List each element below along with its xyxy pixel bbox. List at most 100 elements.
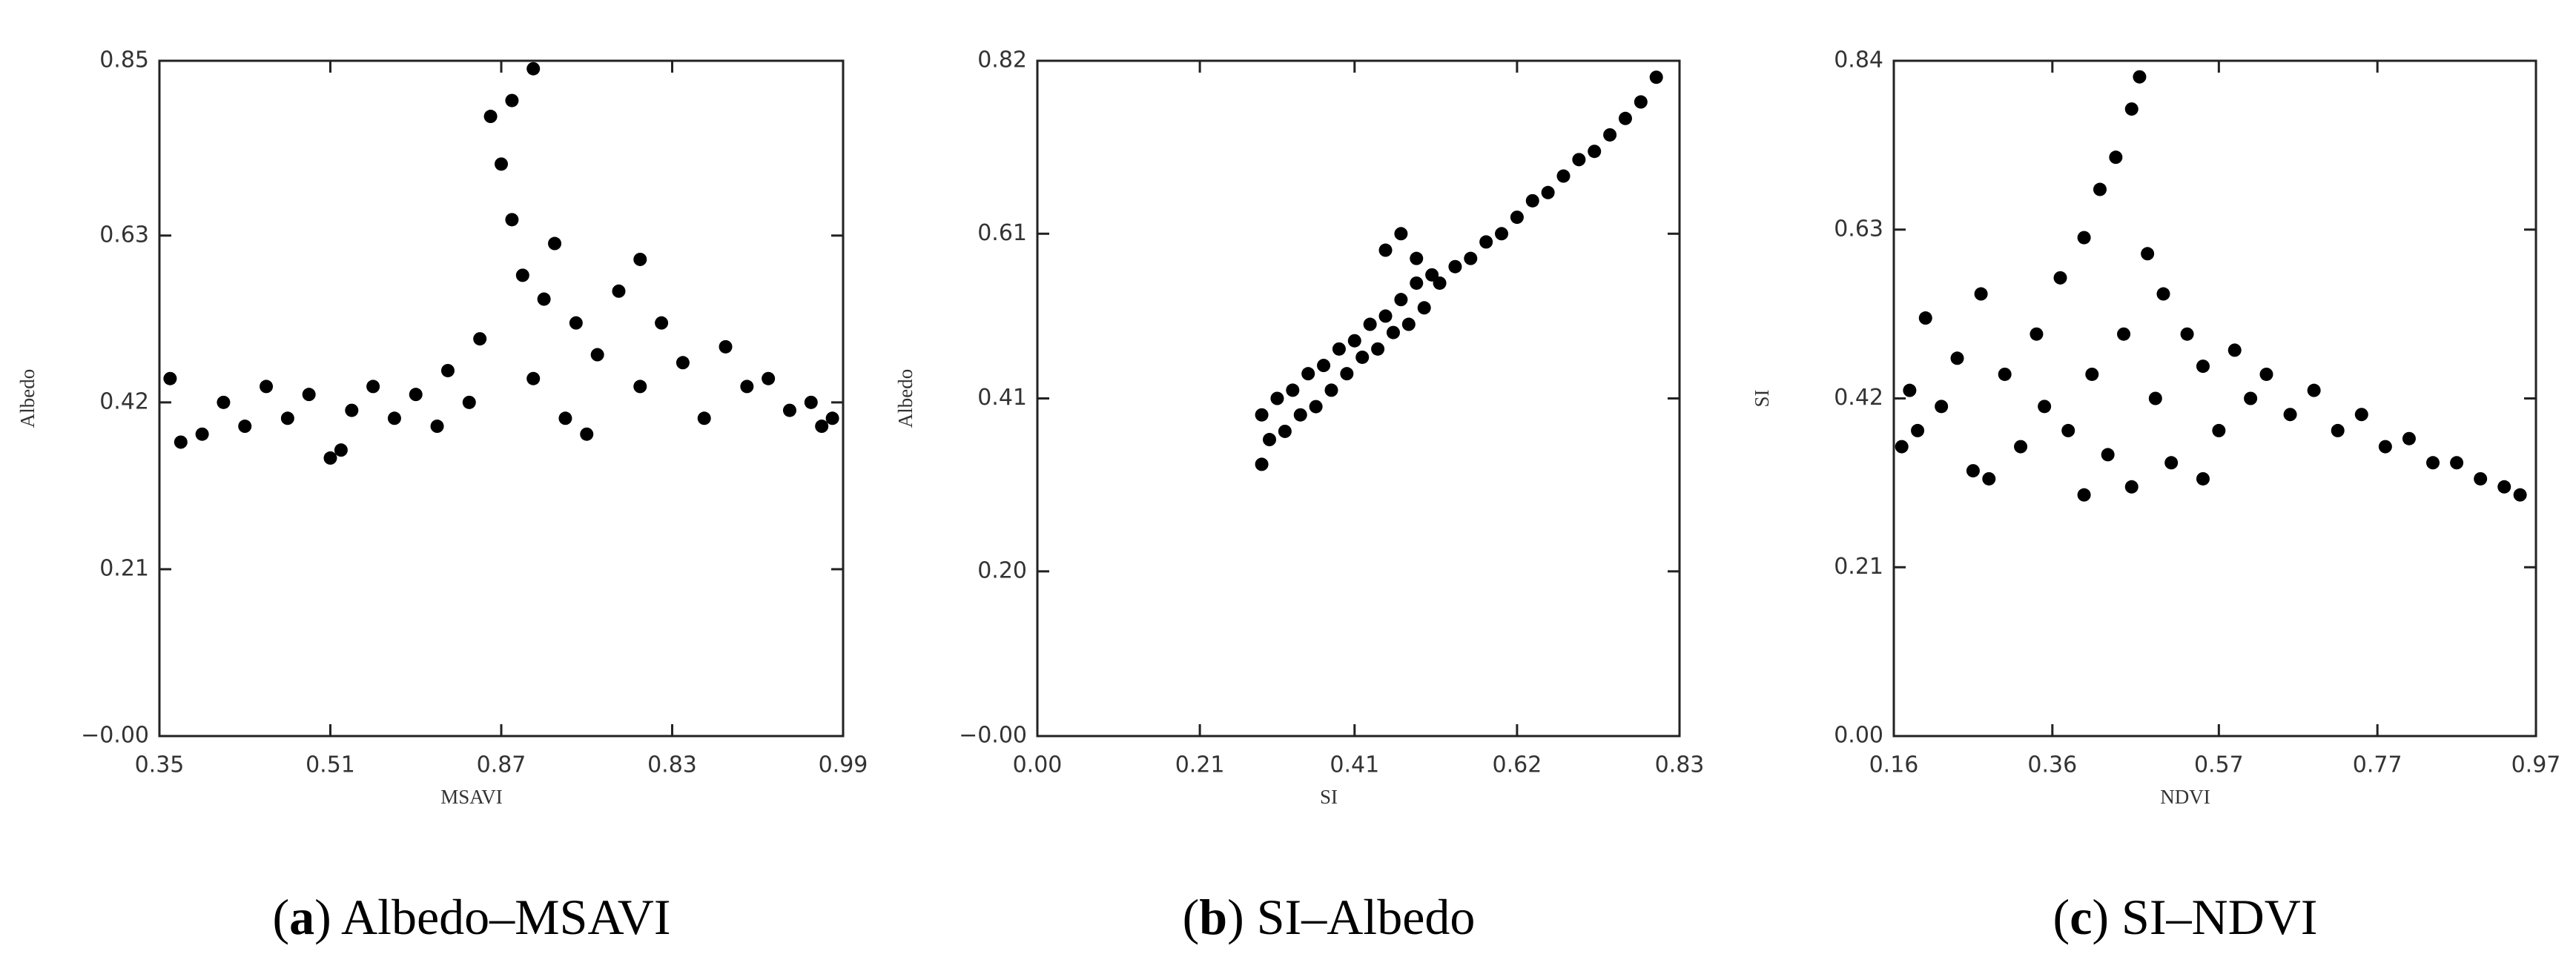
y-tick-label: 0.20 — [977, 557, 1027, 583]
point — [1324, 383, 1338, 397]
point — [1394, 293, 1408, 307]
point — [825, 411, 839, 425]
point — [2180, 327, 2194, 341]
point — [1301, 367, 1315, 381]
x-tick-label: 0.62 — [1492, 752, 1542, 778]
y-tick-label: 0.42 — [99, 388, 149, 414]
point — [762, 371, 776, 385]
point — [2093, 182, 2107, 196]
point — [387, 411, 401, 425]
y-tick-label: 0.82 — [977, 47, 1027, 73]
point — [2450, 456, 2464, 470]
point — [1935, 400, 1949, 414]
point — [655, 316, 669, 330]
point — [1355, 350, 1370, 364]
point — [505, 213, 519, 227]
point — [1495, 227, 1509, 241]
point — [238, 420, 252, 434]
point — [2014, 440, 2028, 454]
point — [1950, 351, 1964, 365]
point — [2077, 231, 2091, 245]
point — [2156, 287, 2170, 301]
point — [2109, 150, 2123, 165]
caption-open: ( — [2053, 889, 2070, 945]
point — [2133, 70, 2147, 84]
point — [2124, 480, 2139, 494]
caption-letter: b — [1199, 889, 1227, 945]
x-tick-label: 0.00 — [1013, 752, 1063, 778]
x-tick-label: 0.41 — [1330, 752, 1379, 778]
point — [569, 316, 583, 330]
caption: (c) SI–NDVI — [2053, 889, 2318, 945]
point — [1410, 251, 1424, 265]
x-axis-label: NDVI — [2160, 786, 2210, 808]
point — [2101, 448, 2115, 462]
point — [1649, 70, 1663, 85]
point — [2061, 423, 2075, 437]
point — [612, 284, 626, 298]
point — [483, 110, 498, 124]
point — [1556, 169, 1571, 183]
plot-frame — [1892, 59, 2537, 738]
y-tick-label: −0.00 — [959, 723, 1027, 749]
point — [2117, 327, 2131, 341]
point — [1903, 383, 1917, 397]
point — [260, 380, 274, 394]
caption-open: ( — [1183, 889, 1200, 945]
point — [1332, 342, 1346, 356]
y-tick-label: 0.61 — [977, 220, 1027, 246]
point — [1417, 301, 1431, 315]
y-tick-label: −0.00 — [81, 723, 149, 749]
point — [1255, 408, 1269, 422]
caption-open: ( — [272, 889, 289, 945]
x-tick-label: 0.51 — [306, 752, 355, 778]
point — [495, 157, 508, 171]
y-tick-label: 0.63 — [99, 222, 149, 248]
point — [548, 236, 562, 251]
x-axis-label: MSAVI — [440, 786, 503, 808]
point — [163, 371, 177, 385]
caption-text: ) Albedo–MSAVI — [314, 889, 670, 945]
point — [2053, 271, 2067, 285]
y-tick-label: 0.21 — [1834, 554, 1883, 580]
point — [473, 332, 487, 346]
point — [2244, 391, 2258, 405]
y-tick-label: 0.21 — [99, 555, 149, 581]
caption-letter: a — [289, 889, 314, 945]
point — [1309, 400, 1323, 414]
point — [1293, 408, 1307, 422]
point — [2497, 480, 2511, 494]
point — [1479, 235, 1493, 249]
point — [1982, 471, 1996, 486]
point — [2378, 440, 2392, 454]
point — [2513, 488, 2527, 502]
x-tick-label: 0.99 — [819, 752, 868, 778]
point — [2164, 456, 2179, 470]
point — [440, 363, 455, 377]
point — [174, 435, 188, 449]
point — [2426, 456, 2440, 470]
point — [526, 371, 541, 385]
point — [2085, 367, 2099, 381]
point — [430, 420, 444, 434]
point — [2196, 360, 2210, 374]
point — [1998, 367, 2012, 381]
point — [526, 62, 541, 76]
point — [1410, 276, 1424, 290]
point — [719, 339, 733, 354]
point — [217, 395, 231, 409]
point — [515, 268, 529, 282]
x-tick-label: 0.77 — [2353, 752, 2402, 778]
point — [1378, 243, 1393, 257]
y-axis-label: Albedo — [16, 369, 39, 428]
point — [1895, 440, 1909, 454]
x-tick-label: 0.36 — [2027, 752, 2077, 778]
point — [1317, 359, 1331, 373]
point — [1263, 433, 1277, 447]
point — [1270, 391, 1284, 405]
caption: (b) SI–Albedo — [1183, 889, 1476, 945]
point — [1618, 111, 1632, 125]
point — [1255, 457, 1269, 471]
point — [2331, 423, 2345, 437]
